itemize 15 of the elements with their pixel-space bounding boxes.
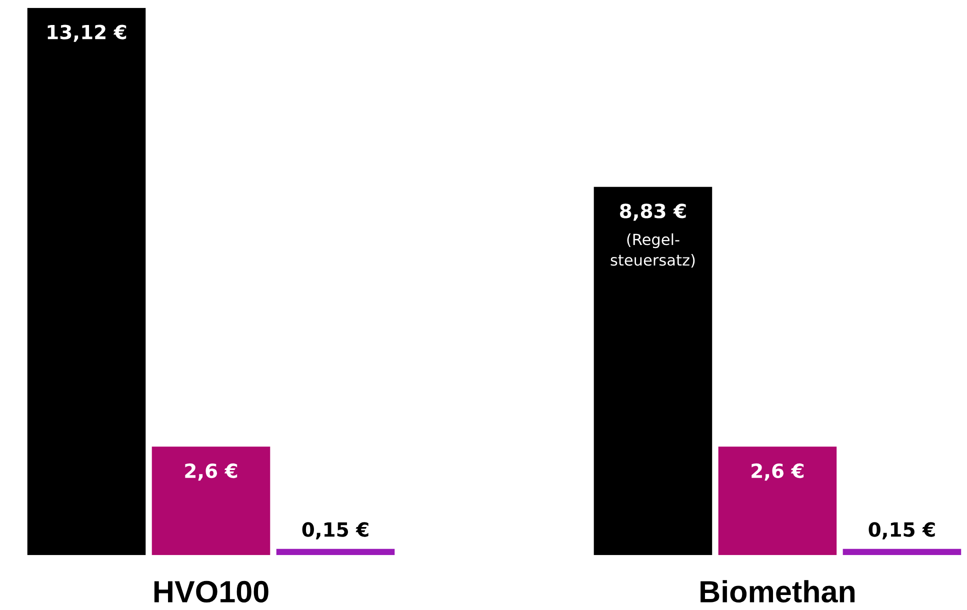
data-label: 13,12 € [48,24,126,42]
data-label: 2,6 € [185,463,238,481]
bar [594,186,712,556]
x-tick-label: HVO100 [154,580,268,603]
x-tick-label: Biomethan [700,580,855,603]
bar [718,446,837,556]
data-label: 2,6 € [752,463,804,481]
bar [276,548,395,556]
bar [27,8,146,556]
bar [842,548,962,556]
data-label: 8,83 € [620,204,686,221]
annotation: (Regel- steuersatz) [610,233,695,268]
data-label: 0,15 € [868,522,935,540]
bar [152,446,270,556]
data-label: 0,15 € [302,522,368,540]
